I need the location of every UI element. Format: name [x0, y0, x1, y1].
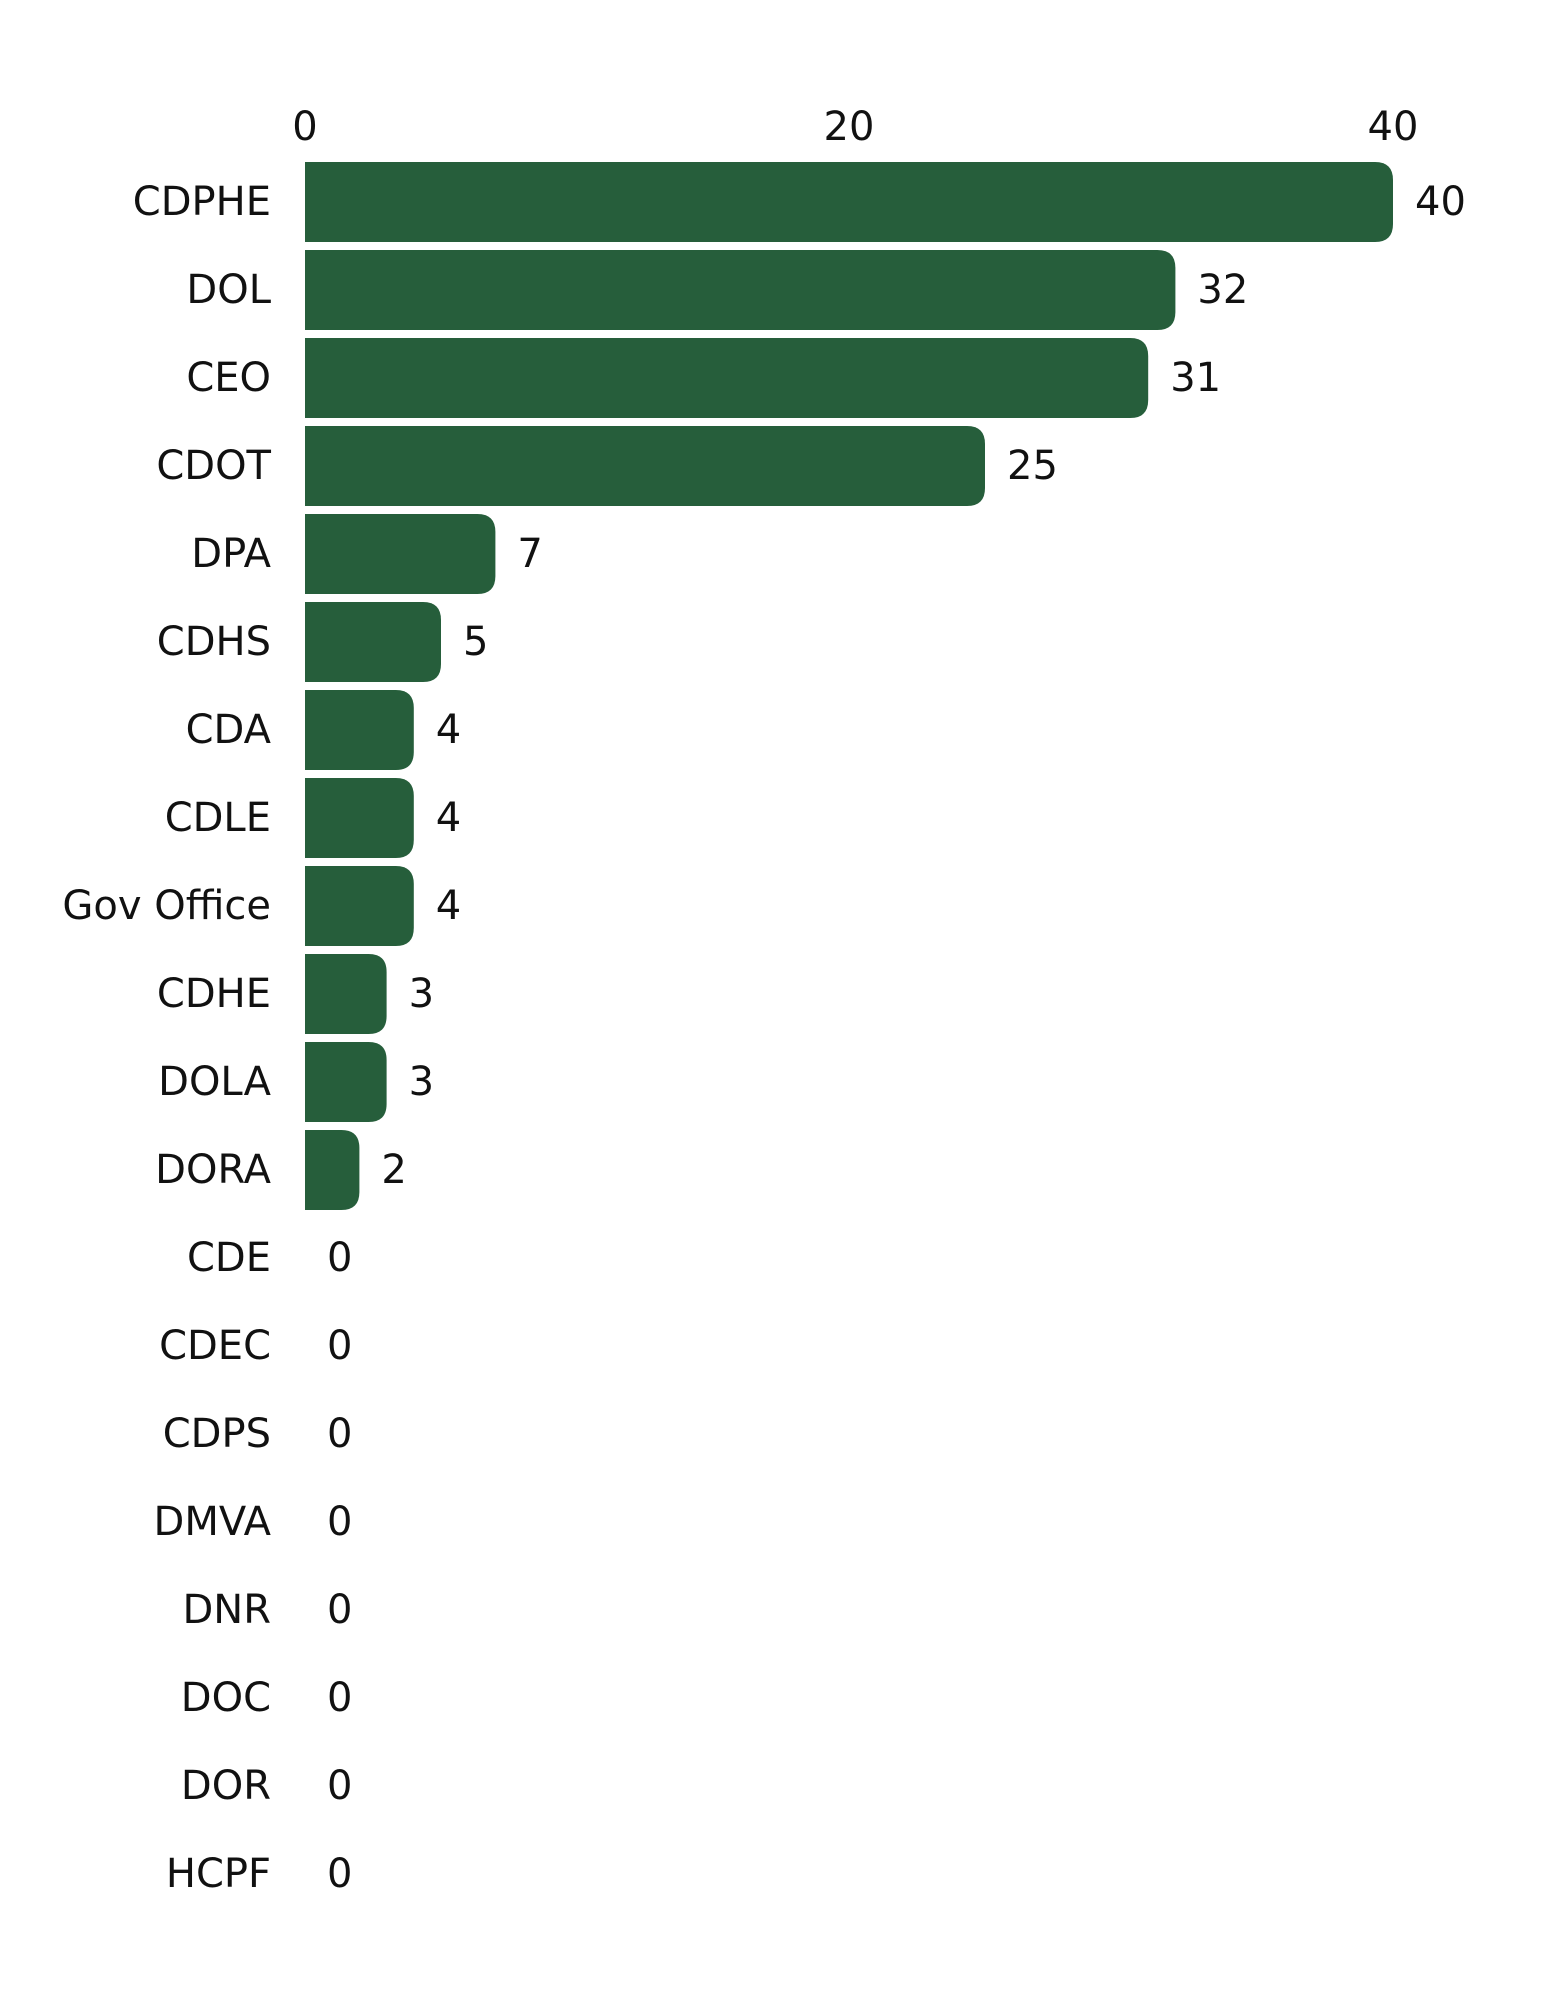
category-label: CDA — [186, 707, 272, 753]
category-label: CDHS — [157, 619, 271, 665]
category-label: DOC — [181, 1675, 271, 1721]
bar — [305, 338, 1149, 418]
category-label: CDEC — [159, 1323, 271, 1369]
bar — [305, 162, 1393, 242]
category-label: DPA — [191, 531, 271, 577]
category-label: CDLE — [165, 795, 271, 841]
value-label: 5 — [463, 619, 488, 665]
category-label: DNR — [182, 1587, 271, 1633]
value-label: 31 — [1170, 355, 1221, 401]
value-label: 0 — [327, 1235, 352, 1281]
bar — [305, 602, 441, 682]
value-label: 40 — [1415, 179, 1466, 225]
category-label: HCPF — [166, 1851, 271, 1897]
bars — [305, 162, 1393, 1210]
category-labels: CDPHE DOL CEO CDOT DPA CDHS CDA CDLE Gov Office C… — [62, 179, 271, 1897]
category-label: CEO — [186, 355, 271, 401]
value-label: 0 — [327, 1411, 352, 1457]
bar — [305, 866, 414, 946]
bar — [305, 1042, 387, 1122]
bar — [305, 954, 387, 1034]
category-label: CDPHE — [133, 179, 271, 225]
category-label: CDPS — [163, 1411, 271, 1457]
value-label: 4 — [436, 883, 461, 929]
category-label: CDHE — [157, 971, 271, 1017]
category-label: DOR — [181, 1763, 271, 1809]
value-label: 0 — [327, 1851, 352, 1897]
value-label: 7 — [517, 531, 542, 577]
value-label: 4 — [436, 795, 461, 841]
value-label: 0 — [327, 1323, 352, 1369]
x-tick-label: 40 — [1368, 104, 1419, 150]
category-label: DMVA — [154, 1499, 272, 1545]
value-label: 2 — [381, 1147, 406, 1193]
bar — [305, 778, 414, 858]
value-label: 0 — [327, 1499, 352, 1545]
category-label: CDE — [187, 1235, 271, 1281]
bar — [305, 690, 414, 770]
bar — [305, 250, 1176, 330]
category-label: Gov Office — [62, 883, 271, 929]
bar — [305, 514, 496, 594]
x-tick-label: 20 — [824, 104, 875, 150]
category-label: DORA — [155, 1147, 271, 1193]
value-label: 0 — [327, 1675, 352, 1721]
category-label: DOLA — [158, 1059, 271, 1105]
value-label: 0 — [327, 1763, 352, 1809]
value-label: 3 — [409, 971, 434, 1017]
bar — [305, 426, 985, 506]
x-axis-ticks: 0 20 40 — [292, 104, 1418, 150]
value-label: 4 — [436, 707, 461, 753]
category-label: CDOT — [156, 443, 271, 489]
value-label: 0 — [327, 1587, 352, 1633]
value-label: 32 — [1197, 267, 1248, 313]
category-label: DOL — [186, 267, 271, 313]
x-tick-label: 0 — [292, 104, 317, 150]
bar — [305, 1130, 360, 1210]
value-label: 3 — [409, 1059, 434, 1105]
value-label: 25 — [1007, 443, 1058, 489]
